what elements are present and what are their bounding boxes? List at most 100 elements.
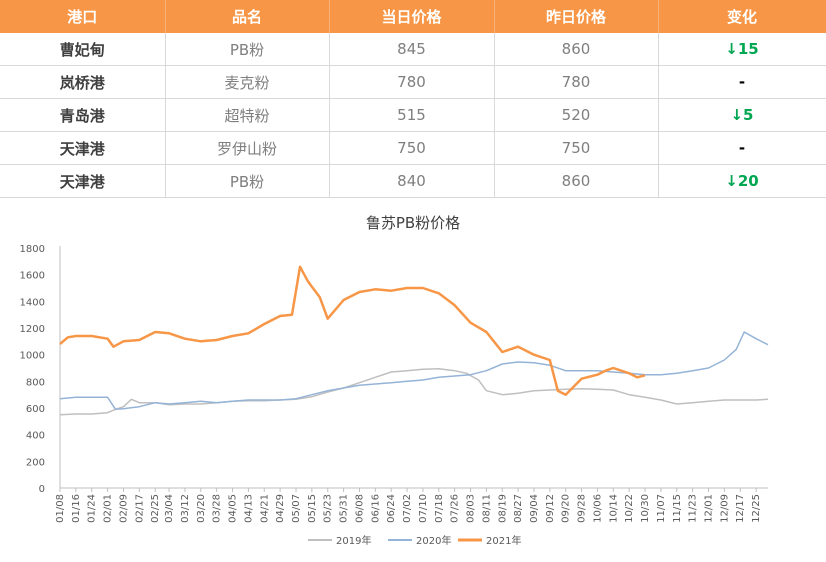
table-row: 天津港 PB粉 840 860 ↓20	[0, 164, 826, 198]
today-price-cell: 750	[329, 131, 495, 165]
y-tick-label: 1200	[20, 324, 45, 335]
table-row: 天津港 罗伊山粉 750 750 -	[0, 131, 826, 165]
y-tick-label: 800	[26, 377, 45, 388]
y-tick-label: 1400	[20, 297, 45, 308]
x-tick-label: 10/22	[624, 494, 635, 523]
x-tick-label: 03/28	[212, 494, 223, 523]
header-change: 变化	[658, 0, 826, 33]
series-line-1	[59, 367, 769, 416]
x-tick-label: 01/16	[71, 494, 82, 523]
series-line-2	[59, 331, 769, 411]
chart-canvas: 鲁苏PB粉价格 0 200 400 600 800 1000 1200 1400 1600 1800…	[20, 214, 769, 547]
table-row: 岚桥港 麦克粉 780 780 -	[0, 65, 826, 99]
x-tick-label: 09/12	[545, 494, 556, 523]
x-tick-label: 06/24	[386, 494, 397, 523]
y-tick-label: 1800	[20, 244, 45, 255]
today-price-cell: 845	[329, 33, 495, 66]
x-tick-label: 11/23	[688, 494, 699, 523]
header-product: 品名	[165, 0, 330, 33]
x-tick-label: 07/10	[418, 494, 429, 523]
x-tick-label: 08/19	[497, 494, 508, 523]
x-tick-label: 04/29	[275, 494, 286, 523]
x-tick-label: 08/03	[466, 494, 477, 523]
table-row: 青岛港 超特粉 515 520 ↓5	[0, 98, 826, 132]
x-tick-label: 01/24	[87, 494, 98, 523]
legend-label: 2021年	[486, 534, 521, 547]
x-tick-label: 03/12	[180, 494, 191, 523]
y-tick-label: 0	[39, 484, 45, 495]
x-tick-label: 02/09	[118, 494, 129, 523]
product-cell: PB粉	[165, 33, 330, 66]
x-tick-label: 10/30	[640, 494, 651, 523]
yesterday-price-cell: 860	[494, 33, 659, 66]
yesterday-price-cell: 780	[494, 65, 659, 99]
x-tick-label: 11/07	[656, 494, 667, 523]
x-tick-label: 06/16	[370, 494, 381, 523]
header-today-price: 当日价格	[329, 0, 495, 33]
x-tick-label: 06/08	[354, 494, 365, 523]
x-tick-label: 07/26	[450, 494, 461, 523]
x-tick-label: 07/18	[434, 494, 445, 523]
yesterday-price-cell: 520	[494, 98, 659, 132]
x-tick-label: 04/13	[243, 494, 254, 523]
x-tick-label: 12/25	[751, 494, 762, 523]
port-cell: 天津港	[0, 131, 166, 165]
x-tick-label: 03/04	[164, 494, 175, 523]
x-tick-label: 11/15	[672, 494, 683, 523]
product-cell: 超特粉	[165, 98, 330, 132]
y-tick-label: 1000	[20, 351, 45, 362]
x-tick-label: 03/20	[196, 494, 207, 523]
x-tick-label: 04/05	[228, 494, 239, 523]
y-tick-label: 400	[26, 431, 45, 442]
x-tick-label: 09/28	[577, 494, 588, 523]
yesterday-price-cell: 750	[494, 131, 659, 165]
legend-label: 2019年	[336, 534, 371, 547]
chart-title: 鲁苏PB粉价格	[366, 214, 460, 232]
x-tick-label: 12/09	[719, 494, 730, 523]
change-cell: -	[658, 131, 826, 165]
port-cell: 岚桥港	[0, 65, 166, 99]
price-table: 港口 品名 当日价格 昨日价格 变化 曹妃甸 PB粉 845 860 ↓15 岚…	[0, 0, 826, 198]
product-cell: PB粉	[165, 164, 330, 198]
table-row: 曹妃甸 PB粉 845 860 ↓15	[0, 33, 826, 66]
series-line-3	[59, 265, 646, 396]
y-tick-label: 200	[26, 457, 45, 468]
product-cell: 麦克粉	[165, 65, 330, 99]
x-tick-label: 04/21	[259, 494, 270, 523]
legend-label: 2020年	[416, 534, 451, 547]
x-tick-label: 07/02	[402, 494, 413, 523]
port-cell: 青岛港	[0, 98, 166, 132]
header-yesterday-price: 昨日价格	[494, 0, 659, 33]
y-tick-label: 600	[26, 404, 45, 415]
change-cell: ↓5	[658, 98, 826, 132]
change-cell: -	[658, 65, 826, 99]
price-chart: 鲁苏PB粉价格 0 200 400 600 800 1000 1200 1400 1600 1800…	[0, 198, 826, 562]
today-price-cell: 840	[329, 164, 495, 198]
x-tick-label: 02/17	[134, 494, 145, 523]
x-tick-label: 05/23	[323, 494, 334, 523]
x-tick-label: 05/07	[291, 494, 302, 523]
x-tick-label: 02/01	[103, 494, 114, 523]
port-cell: 天津港	[0, 164, 166, 198]
x-tick-label: 08/27	[513, 494, 524, 523]
today-price-cell: 780	[329, 65, 495, 99]
x-tick-label: 08/11	[481, 494, 492, 523]
product-cell: 罗伊山粉	[165, 131, 330, 165]
y-tick-label: 1600	[20, 271, 45, 282]
x-tick-label: 10/06	[592, 494, 603, 523]
header-port: 港口	[0, 0, 166, 33]
x-tick-label: 12/17	[735, 494, 746, 523]
yesterday-price-cell: 860	[494, 164, 659, 198]
x-tick-label: 09/20	[561, 494, 572, 523]
change-cell: ↓20	[658, 164, 826, 198]
port-cell: 曹妃甸	[0, 33, 166, 66]
x-tick-label: 05/15	[307, 494, 318, 523]
x-tick-label: 10/14	[608, 494, 619, 523]
x-tick-label: 01/08	[55, 494, 66, 523]
today-price-cell: 515	[329, 98, 495, 132]
x-tick-label: 02/25	[150, 494, 161, 523]
x-tick-label: 09/04	[529, 494, 540, 523]
change-cell: ↓15	[658, 33, 826, 66]
table-header-row: 港口 品名 当日价格 昨日价格 变化	[0, 0, 826, 33]
